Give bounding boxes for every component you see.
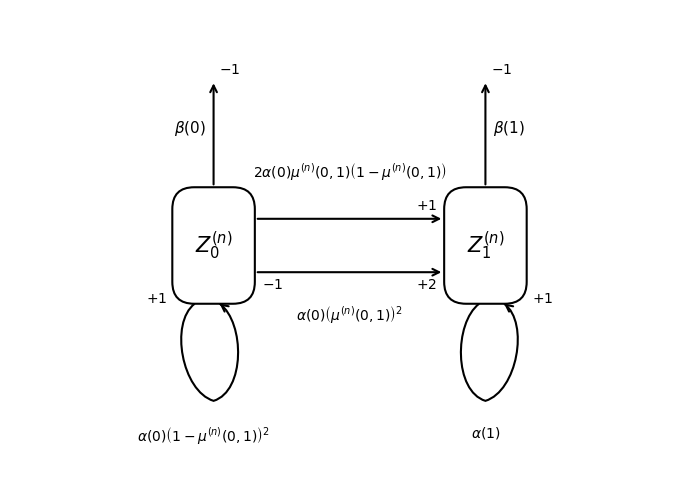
Text: $2\alpha(0)\mu^{(n)}(0,1)\left(1-\mu^{(n)}(0,1)\right)$: $2\alpha(0)\mu^{(n)}(0,1)\left(1-\mu^{(n… xyxy=(252,162,447,182)
Text: $-1$: $-1$ xyxy=(262,278,283,292)
Text: $-1$: $-1$ xyxy=(219,62,240,77)
Text: $Z_1^{(n)}$: $Z_1^{(n)}$ xyxy=(467,229,504,262)
Text: $\beta(0)$: $\beta(0)$ xyxy=(174,119,206,138)
Text: $+1$: $+1$ xyxy=(416,199,437,213)
FancyBboxPatch shape xyxy=(444,187,526,304)
Text: $Z_0^{(n)}$: $Z_0^{(n)}$ xyxy=(195,229,232,262)
Text: $\alpha(0)\left(1-\mu^{(n)}(0,1)\right)^2$: $\alpha(0)\left(1-\mu^{(n)}(0,1)\right)^… xyxy=(137,425,271,446)
FancyBboxPatch shape xyxy=(173,187,255,304)
Text: $\alpha(1)$: $\alpha(1)$ xyxy=(470,425,500,441)
Text: $+2$: $+2$ xyxy=(416,278,437,292)
Text: $\alpha(0)\left(\mu^{(n)}(0,1)\right)^2$: $\alpha(0)\left(\mu^{(n)}(0,1)\right)^2$ xyxy=(296,304,403,325)
Text: $+1$: $+1$ xyxy=(531,292,553,306)
Text: $+1$: $+1$ xyxy=(146,292,168,306)
Text: $\beta(1)$: $\beta(1)$ xyxy=(493,119,525,138)
Text: $-1$: $-1$ xyxy=(491,62,512,77)
